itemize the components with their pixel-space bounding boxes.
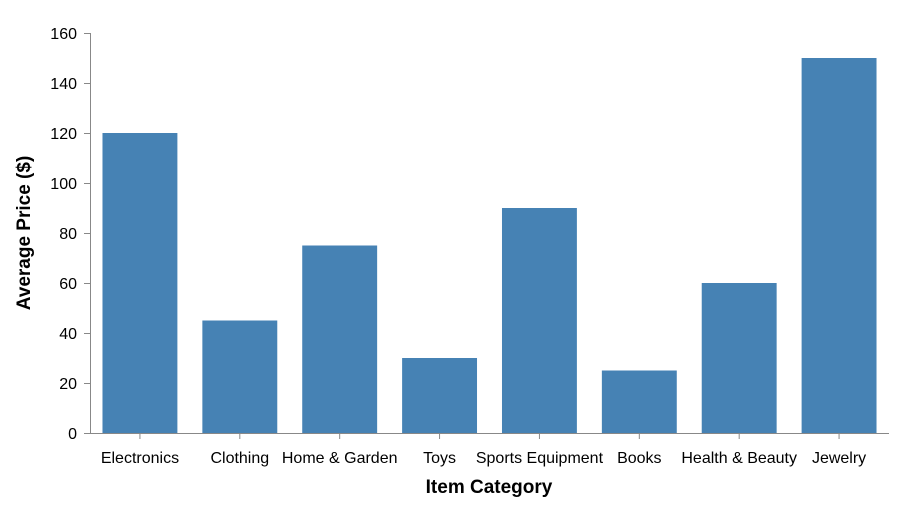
- bar-2: [302, 245, 378, 433]
- x-tick-label-4: Sports Equipment: [476, 450, 604, 467]
- bar-4: [501, 208, 577, 433]
- y-tick-label-8: 160: [50, 26, 77, 43]
- x-tick-label-6: Health & Beauty: [681, 450, 797, 467]
- x-tick-label-5: Books: [617, 450, 661, 467]
- bars-group: [102, 58, 877, 433]
- bar-3: [402, 358, 478, 433]
- y-axis-title: Average Price ($): [14, 156, 35, 311]
- y-tick-label-4: 80: [59, 226, 77, 243]
- x-tick-label-2: Home & Garden: [282, 450, 398, 467]
- x-tick-label-0: Electronics: [101, 450, 179, 467]
- x-axis: Electronics Clothing Home & Garden Toys Spor…: [90, 433, 889, 467]
- bar-5: [601, 370, 677, 433]
- bar-0: [102, 133, 178, 433]
- y-tick-label-3: 60: [59, 276, 77, 293]
- y-axis: 0 20 40 60 80 100 120 140 160: [50, 26, 91, 443]
- y-tick-label-7: 140: [50, 76, 77, 93]
- y-tick-label-1: 20: [59, 376, 77, 393]
- y-tick-label-6: 120: [50, 126, 77, 143]
- x-tick-label-3: Toys: [423, 450, 456, 467]
- bar-6: [701, 283, 777, 433]
- y-tick-label-5: 100: [50, 176, 77, 193]
- x-tick-label-7: Jewelry: [812, 450, 866, 467]
- bar-1: [202, 320, 278, 433]
- bar-7: [801, 58, 877, 433]
- x-axis-title: Item Category: [426, 477, 553, 498]
- y-tick-label-2: 40: [59, 326, 77, 343]
- y-tick-label-0: 0: [68, 426, 77, 443]
- x-tick-label-1: Clothing: [210, 450, 269, 467]
